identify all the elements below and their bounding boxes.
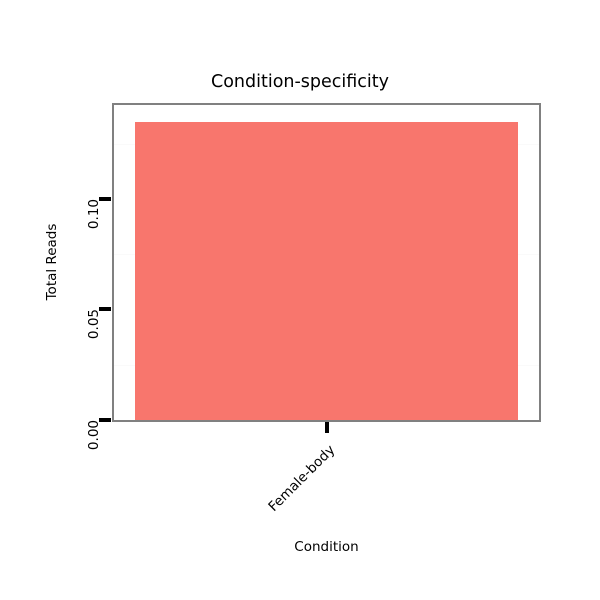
y-axis-tick-label: 0.10 (86, 198, 102, 229)
y-axis-tick (99, 307, 111, 312)
plot-panel (112, 103, 541, 422)
x-axis-tick-label: Female-body (264, 442, 338, 515)
chart-title: Condition-specificity (210, 72, 390, 92)
x-axis-tick (324, 422, 329, 433)
bar-female-body[interactable] (135, 121, 518, 420)
y-axis-tick-label: 0.05 (86, 309, 102, 340)
y-axis-tick (99, 196, 111, 201)
y-axis-tick (99, 418, 111, 422)
y-axis-title: Total Reads (44, 223, 60, 301)
y-axis-tick-label: 0.00 (86, 420, 102, 451)
plot-panel-inner (114, 105, 539, 420)
x-axis-title: Condition (294, 539, 359, 555)
